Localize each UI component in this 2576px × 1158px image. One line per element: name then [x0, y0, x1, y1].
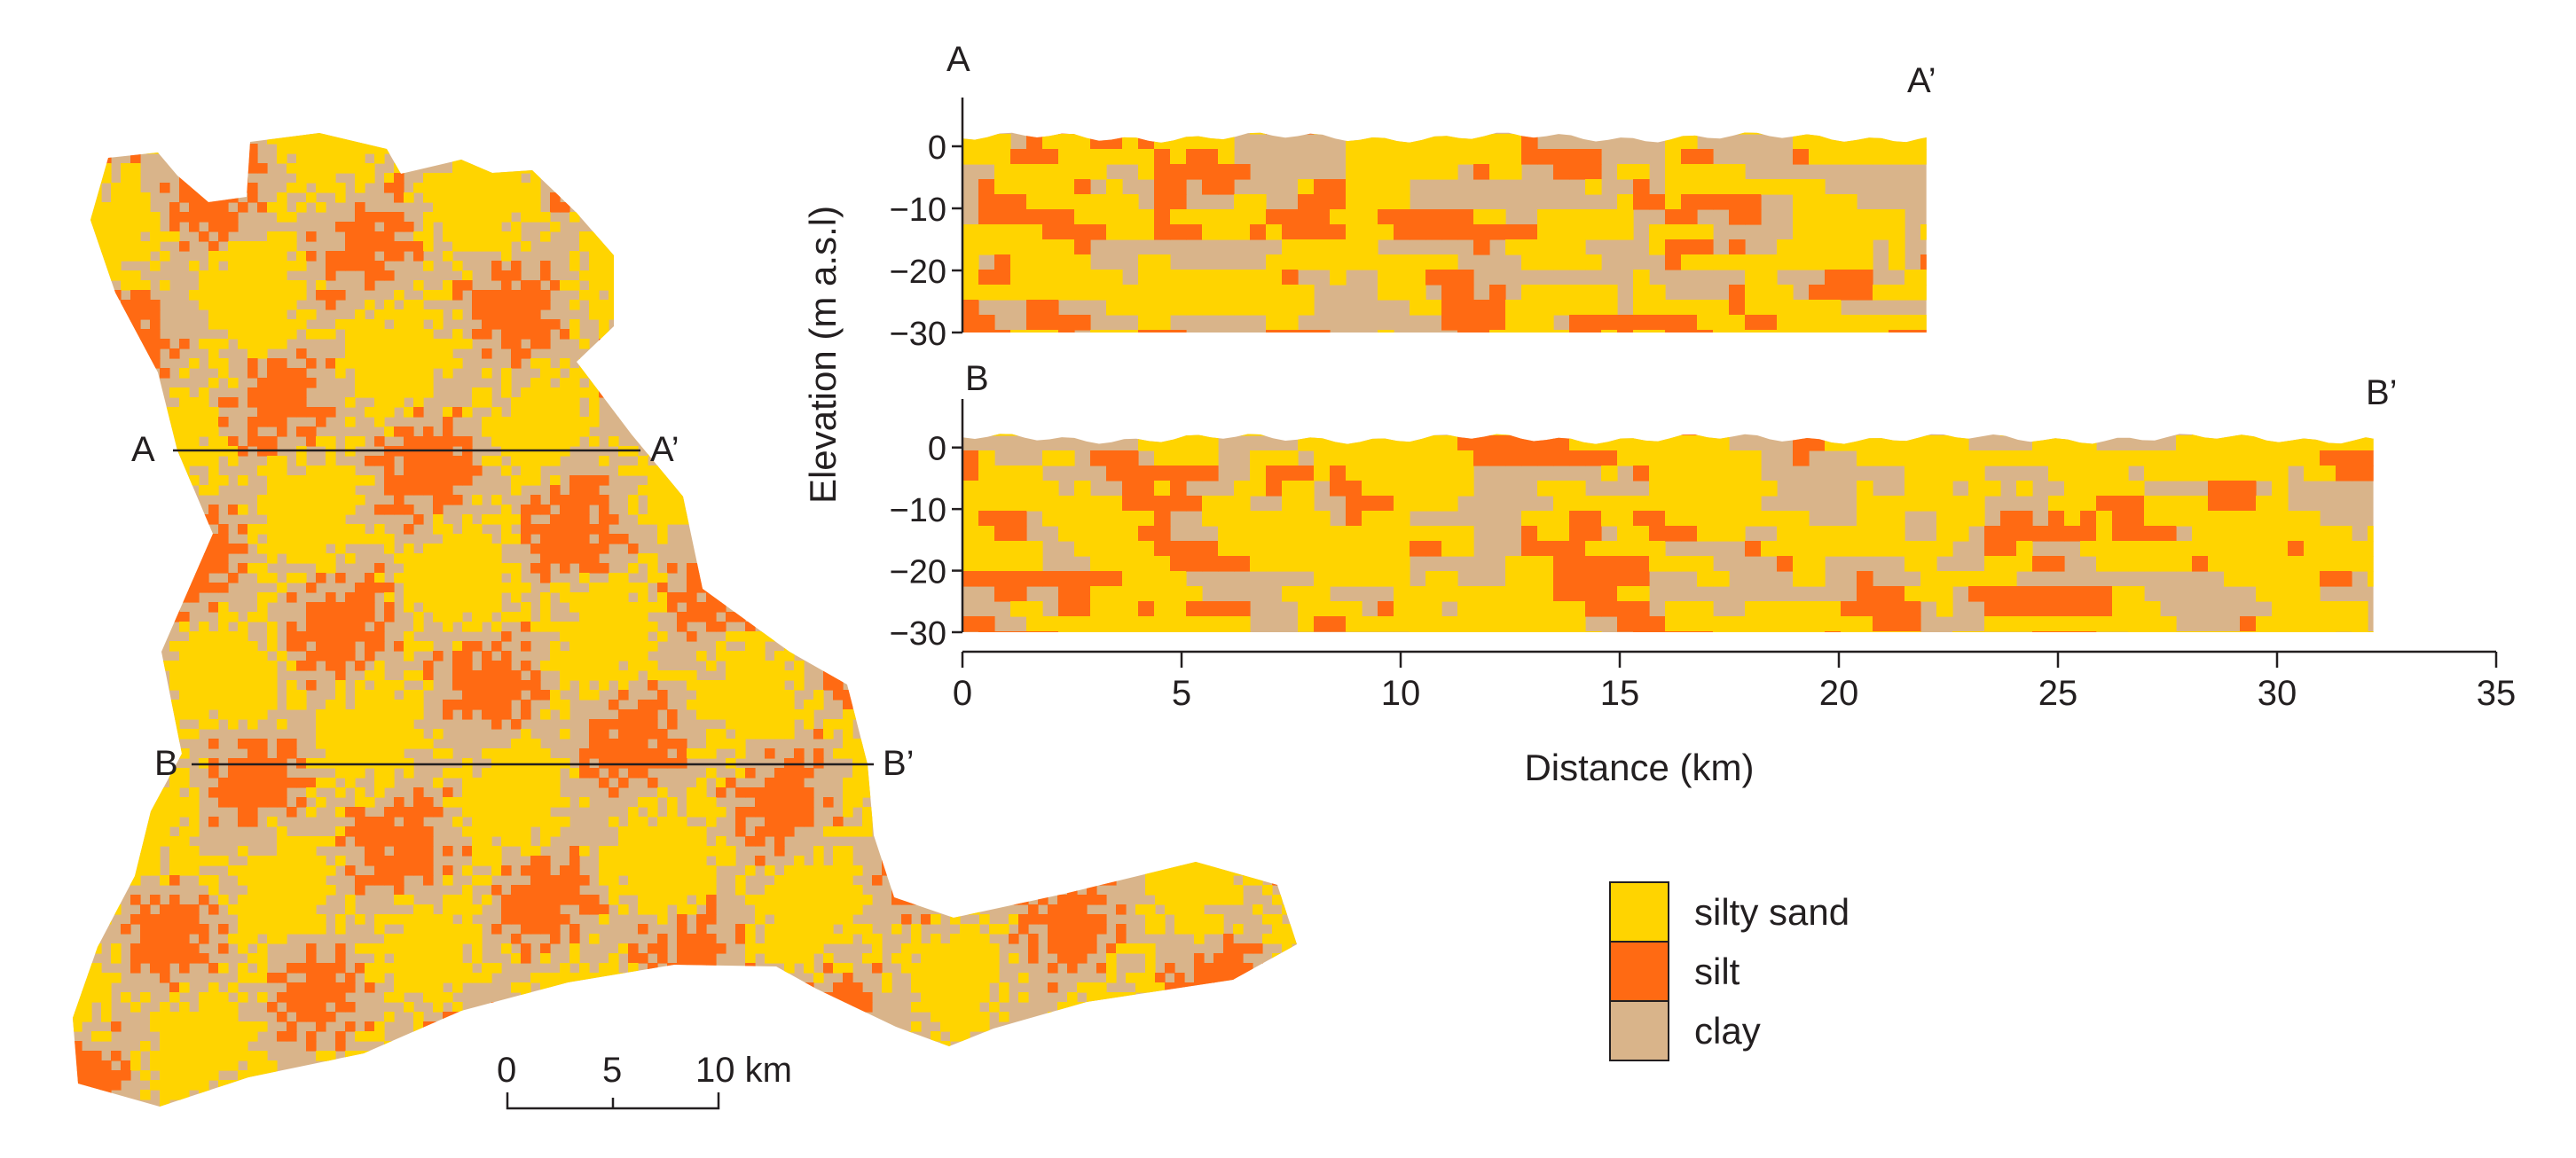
- section-b-end-label: B’: [883, 744, 915, 783]
- cross-section-a-start-label: A: [946, 40, 970, 79]
- y-axis-section-b: 0 −10 −20 −30: [890, 399, 964, 653]
- y-tick-label-a-1: −10: [890, 192, 946, 229]
- x-axis-title: Distance (km): [1524, 747, 1754, 788]
- scale-bar-label-5: 5: [602, 1051, 622, 1090]
- scale-bar: 0 5 10 km: [497, 1051, 792, 1110]
- scale-bar-label-10-km: 10 km: [695, 1051, 792, 1090]
- cross-section-b-start-label: B: [965, 359, 989, 398]
- x-axis-distance: 0 5 10 15 20 25 30 35: [953, 650, 2517, 713]
- y-tick-label-b-2: −20: [890, 554, 946, 591]
- cross-section-b-end-label: B’: [2366, 373, 2398, 412]
- x-tick-label-2: 10: [1381, 674, 1421, 713]
- section-a-end-label: A’: [650, 430, 679, 469]
- x-tick-label-6: 30: [2258, 674, 2297, 713]
- cross-section-b: [962, 434, 2374, 632]
- x-tick-label-5: 25: [2038, 674, 2078, 713]
- cross-section-a-end-label: A’: [1907, 61, 1936, 100]
- legend: silty sand silt clay: [1609, 881, 1850, 1061]
- cross-section-a: [962, 132, 1927, 333]
- y-axis-title: Elevation (m a.s.l): [802, 206, 844, 504]
- cross-section-chart: A A’ B B’ 0 −10 −20 −30 0 −10 −20 −30 0 5 10 15 20…: [802, 40, 2516, 788]
- y-tick-label-b-1: −10: [890, 492, 946, 529]
- x-tick-label-3: 15: [1600, 674, 1640, 713]
- y-tick-label-a-3: −30: [890, 316, 946, 353]
- legend-swatch-silty-sand: [1609, 881, 1669, 943]
- x-tick-label-4: 20: [1819, 674, 1859, 713]
- legend-label-clay: clay: [1694, 1010, 1761, 1052]
- scale-bar-label-0: 0: [497, 1051, 516, 1090]
- y-axis-section-a: 0 −10 −20 −30: [890, 98, 964, 353]
- legend-swatch-clay: [1609, 1000, 1669, 1061]
- y-tick-label-b-0: 0: [928, 431, 946, 468]
- section-b-start-label: B: [154, 744, 178, 783]
- x-tick-label-7: 35: [2477, 674, 2517, 713]
- legend-swatch-silt: [1609, 941, 1669, 1002]
- y-tick-label-b-3: −30: [890, 615, 946, 653]
- legend-label-silt: silt: [1694, 951, 1740, 992]
- x-tick-label-0: 0: [953, 674, 972, 713]
- section-a-start-label: A: [131, 430, 155, 469]
- legend-label-silty-sand: silty sand: [1694, 891, 1850, 933]
- x-tick-label-1: 5: [1172, 674, 1191, 713]
- y-tick-label-a-2: −20: [890, 254, 946, 291]
- y-tick-label-a-0: 0: [928, 129, 946, 167]
